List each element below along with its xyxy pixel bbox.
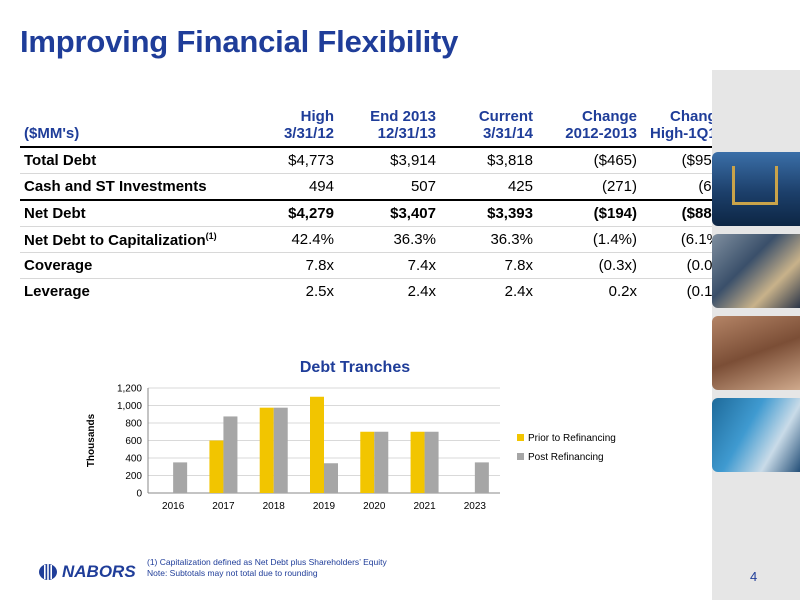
bar-post-2020 xyxy=(374,431,389,493)
nabors-logo-icon xyxy=(39,564,57,580)
bar-post-2017 xyxy=(223,416,238,493)
footnote-note: Note: Subtotals may not total due to rou… xyxy=(147,568,318,578)
x-tick-label: 2019 xyxy=(313,501,336,512)
x-tick-label: 2023 xyxy=(464,501,487,512)
table-cell: 7.4x xyxy=(407,257,436,274)
column-header: Change 2012-2013 xyxy=(565,108,637,142)
chart-title: Debt Tranches xyxy=(300,359,410,376)
bar-post-2019 xyxy=(324,463,338,493)
y-tick-label: 200 xyxy=(125,471,142,482)
legend-swatch xyxy=(517,453,524,460)
table-header-row: ($MM's) High 3/31/12 End 2013 12/31/13 Cur… xyxy=(20,108,733,147)
table-cell: (271) xyxy=(601,178,637,195)
x-tick-label: 2016 xyxy=(162,501,185,512)
x-tick-label: 2017 xyxy=(212,501,235,512)
row-label: Leverage xyxy=(24,283,90,300)
table-cell: 7.8x xyxy=(305,257,334,274)
table-cell: 507 xyxy=(410,178,436,195)
footnotes: (1) Capitalization defined as Net Debt p… xyxy=(147,557,387,579)
column-header: High 3/31/12 xyxy=(283,108,334,142)
legend-swatch xyxy=(517,434,524,441)
bar-prior-2021 xyxy=(410,431,425,493)
table-cell: 36.3% xyxy=(490,231,533,248)
table-cell: 494 xyxy=(308,178,334,195)
table-row: Net Debt to Capitalization(1) 42.4% 36.3… xyxy=(20,227,733,253)
bar-post-2023 xyxy=(474,462,489,493)
table-cell: $4,773 xyxy=(288,152,334,169)
table-cell: 7.8x xyxy=(504,257,533,274)
legend-label: Post Refinancing xyxy=(528,452,604,463)
y-tick-label: 1,200 xyxy=(117,384,142,395)
row-label: Coverage xyxy=(24,257,93,274)
x-tick-label: 2018 xyxy=(263,501,286,512)
row-label: Cash and ST Investments xyxy=(24,178,207,195)
table-cell: ($194) xyxy=(593,205,637,222)
y-tick-label: 800 xyxy=(125,419,142,430)
column-header: Change High-1Q14 xyxy=(649,108,725,142)
y-tick-label: 0 xyxy=(136,489,142,500)
debt-tranches-chart: Debt Tranches 0 200 400 600 800 1,000 1,200 Thou… xyxy=(86,359,616,512)
table-cell: $3,407 xyxy=(390,205,436,222)
y-tick-label: 400 xyxy=(125,454,142,465)
offshore-rig-photo xyxy=(712,152,800,226)
rig-shape xyxy=(732,166,778,205)
table-cell: $3,393 xyxy=(487,205,533,222)
control-room-photo xyxy=(712,398,800,472)
unit-label: ($MM's) xyxy=(24,125,80,142)
table-row: Cash and ST Investments 494 507 425 (271… xyxy=(20,174,733,200)
y-tick-label: 1,000 xyxy=(117,401,142,412)
legend-label: Prior to Refinancing xyxy=(528,433,616,444)
row-label: Total Debt xyxy=(24,152,97,169)
logo-text: NABORS xyxy=(62,562,136,581)
x-tick-label: 2020 xyxy=(363,501,386,512)
y-tick-label: 600 xyxy=(125,436,142,447)
workers-photo xyxy=(712,234,800,308)
table-cell: (1.4%) xyxy=(592,231,637,248)
bar-post-2021 xyxy=(424,431,439,493)
table-cell: 42.4% xyxy=(291,231,334,248)
table-cell: $4,279 xyxy=(288,205,334,222)
table-row: Total Debt $4,773 $3,914 $3,818 ($465) (… xyxy=(20,147,733,174)
bar-prior-2019 xyxy=(310,396,324,493)
table-cell: 36.3% xyxy=(393,231,436,248)
table-row: Coverage 7.8x 7.4x 7.8x (0.3x) (0.0x) xyxy=(20,253,733,279)
column-header: Current 3/31/14 xyxy=(478,108,533,142)
table-cell: $3,818 xyxy=(487,152,533,169)
table-cell: 0.2x xyxy=(608,283,637,300)
financial-table: ($MM's) High 3/31/12 End 2013 12/31/13 Cur… xyxy=(20,108,733,304)
x-tick-label: 2021 xyxy=(413,501,436,512)
y-axis-label: Thousands xyxy=(86,413,97,467)
table-cell: 2.5x xyxy=(305,283,334,300)
bar-post-2016 xyxy=(173,462,188,493)
page-number: 4 xyxy=(750,569,758,584)
table-cell: 2.4x xyxy=(504,283,533,300)
table-row-subtotal: Net Debt $4,279 $3,407 $3,393 ($194) ($8… xyxy=(20,200,733,227)
bar-post-2018 xyxy=(273,407,288,493)
footnote-marker: (1) xyxy=(205,230,217,241)
table-cell: ($465) xyxy=(593,152,637,169)
table-row: Leverage 2.5x 2.4x 2.4x 0.2x (0.1x) xyxy=(20,279,733,305)
row-label: Net Debt to Capitalization(1) xyxy=(24,230,217,249)
page-title: Improving Financial Flexibility xyxy=(20,24,459,59)
bar-prior-2018 xyxy=(259,407,274,493)
table-cell: 425 xyxy=(507,178,533,195)
bar-prior-2017 xyxy=(209,440,224,493)
footnote-line: (1) Capitalization defined as Net Debt p… xyxy=(147,557,387,567)
table-cell: $3,914 xyxy=(390,152,436,169)
nabors-logo: NABORS xyxy=(38,562,136,582)
table-cell: (0.3x) xyxy=(598,257,637,274)
rig-floor-photo xyxy=(712,316,800,390)
table-cell: 2.4x xyxy=(407,283,436,300)
row-label: Net Debt xyxy=(24,205,86,222)
bar-prior-2020 xyxy=(360,431,375,493)
column-header: End 2013 12/31/13 xyxy=(370,108,436,142)
